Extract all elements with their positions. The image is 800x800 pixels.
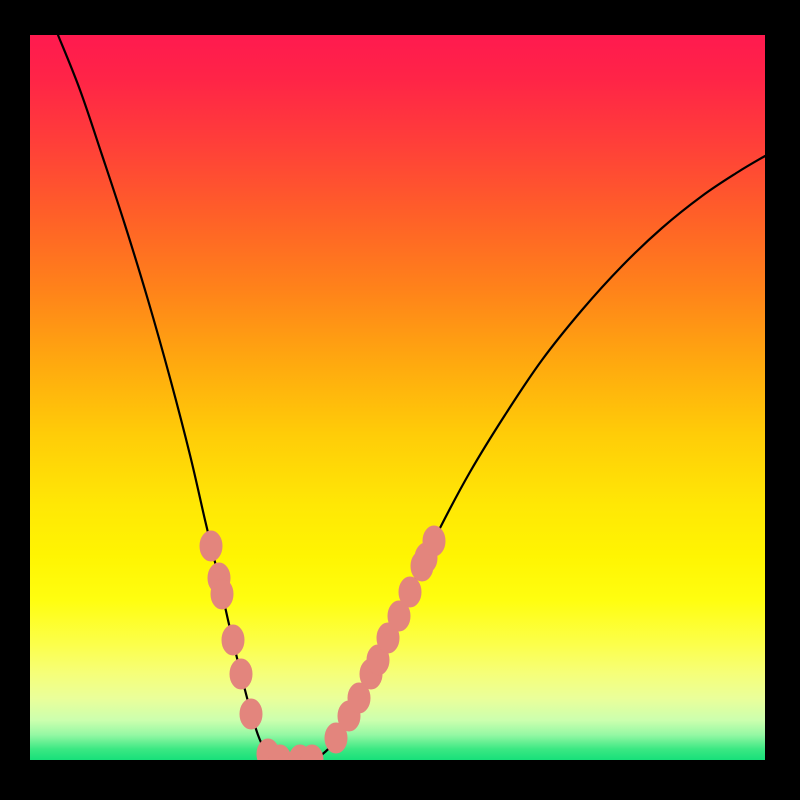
curve-left-branch xyxy=(58,35,282,760)
frame-border-left xyxy=(0,0,30,800)
chart-plot-area xyxy=(30,35,765,760)
data-marker xyxy=(200,531,222,561)
data-marker xyxy=(240,699,262,729)
data-marker xyxy=(423,526,445,556)
frame-border-right xyxy=(765,0,800,800)
frame-border-bottom xyxy=(0,760,800,800)
frame-border-top xyxy=(0,0,800,35)
data-marker xyxy=(230,659,252,689)
chart-svg xyxy=(0,0,800,800)
data-marker xyxy=(222,625,244,655)
data-marker xyxy=(399,577,421,607)
data-marker xyxy=(211,579,233,609)
